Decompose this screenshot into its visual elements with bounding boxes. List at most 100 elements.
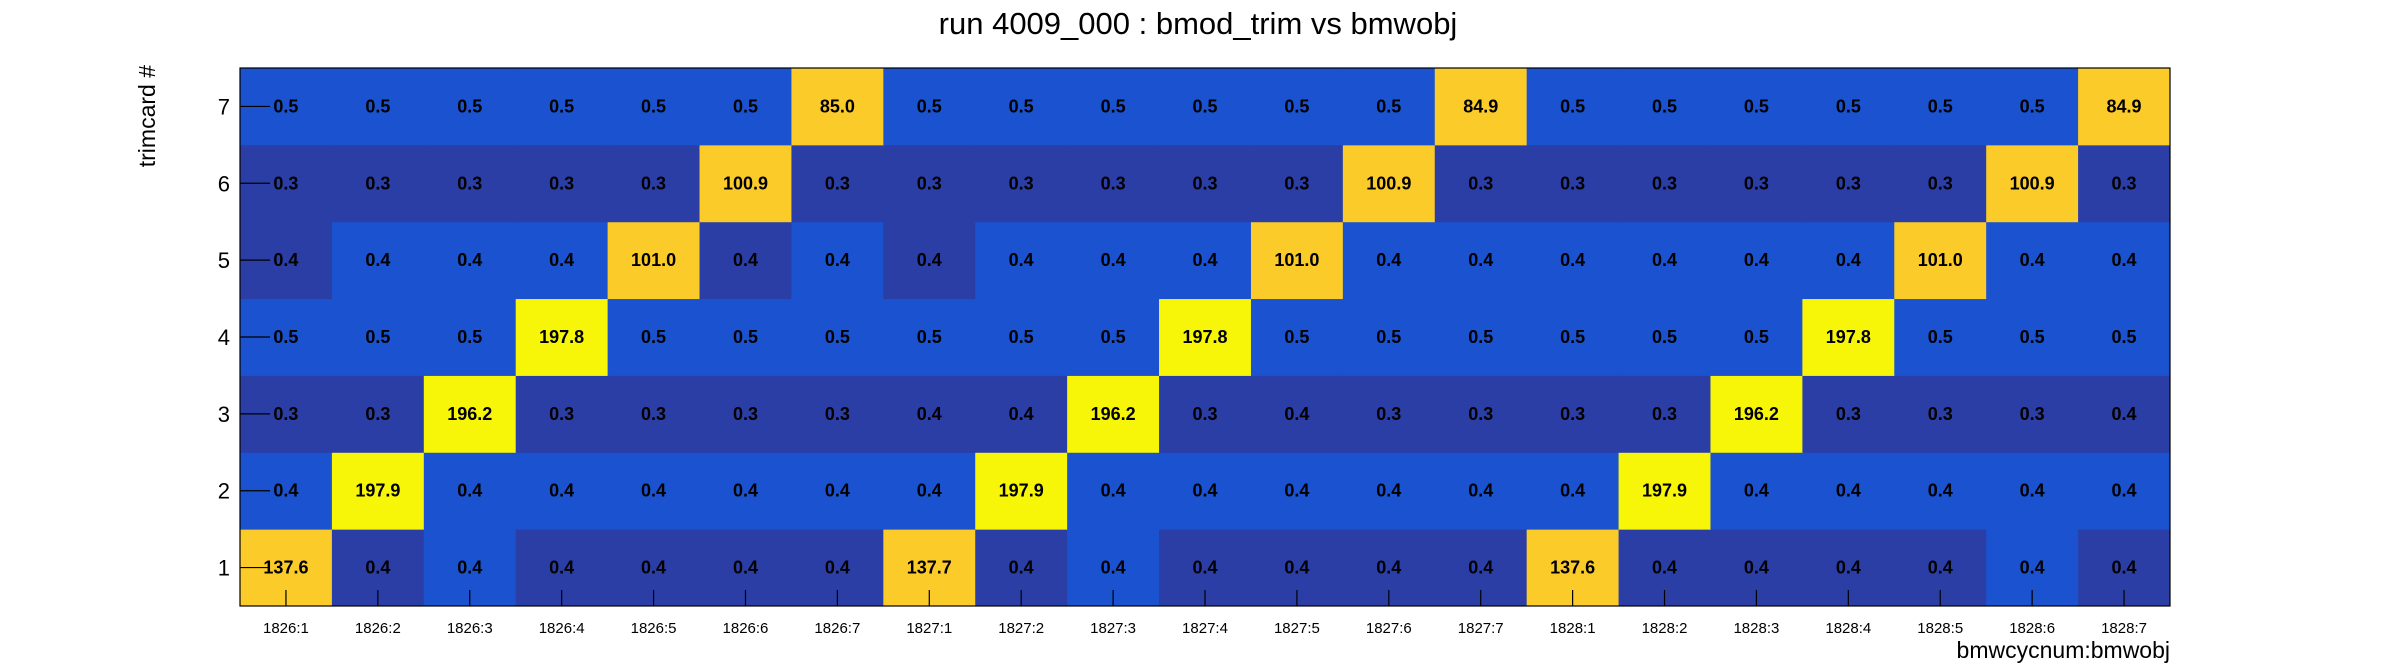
heatmap-cell xyxy=(1986,452,2079,530)
cell-value-label: 0.4 xyxy=(549,481,574,501)
x-tick-label: 1828:6 xyxy=(2009,620,2055,637)
x-tick-label: 1828:7 xyxy=(2101,620,2147,637)
cell-value-label: 0.4 xyxy=(1192,250,1217,270)
heatmap-cell xyxy=(1250,452,1344,530)
cell-value-label: 0.3 xyxy=(1009,173,1034,193)
heatmap-cell xyxy=(331,452,425,530)
cell-value-label: 0.5 xyxy=(1836,96,1861,116)
heatmap-cell xyxy=(2078,375,2171,453)
heatmap-cell xyxy=(791,375,884,453)
heatmap-cell xyxy=(699,144,792,223)
cell-value-label: 0.5 xyxy=(1009,96,1034,116)
heatmap-cell xyxy=(1618,68,1711,146)
x-tick-label: 1826:2 xyxy=(355,620,401,637)
heatmap-cell xyxy=(1802,375,1895,453)
cell-value-label: 0.5 xyxy=(1101,327,1126,347)
x-tick-label: 1828:5 xyxy=(1917,620,1963,637)
cell-value-label: 0.5 xyxy=(825,327,850,347)
cell-value-label: 197.9 xyxy=(355,481,400,501)
cell-value-label: 0.4 xyxy=(1836,481,1861,501)
heatmap-cell xyxy=(331,68,425,146)
x-tick-label: 1828:3 xyxy=(1733,620,1779,637)
cell-value-label: 0.3 xyxy=(1836,173,1861,193)
heatmap-cell xyxy=(1434,221,1528,300)
cell-value-label: 197.9 xyxy=(999,481,1044,501)
heatmap-cell xyxy=(1802,298,1895,376)
cell-value-label: 100.9 xyxy=(2010,173,2055,193)
heatmap-cell xyxy=(1067,298,1160,376)
cell-value-label: 0.4 xyxy=(1836,558,1861,578)
heatmap-cell xyxy=(515,452,609,530)
cell-value-label: 196.2 xyxy=(1734,404,1779,424)
cell-value-label: 0.3 xyxy=(2112,173,2137,193)
cell-value-label: 0.3 xyxy=(549,404,574,424)
cell-value-label: 0.5 xyxy=(1376,327,1401,347)
cell-value-label: 197.8 xyxy=(539,327,584,347)
cell-value-label: 0.4 xyxy=(733,250,758,270)
x-tick-label: 1827:5 xyxy=(1274,620,1320,637)
cell-value-label: 0.3 xyxy=(825,404,850,424)
heatmap-cell xyxy=(975,221,1068,300)
heatmap-cell xyxy=(1986,144,2079,223)
x-tick-label: 1827:2 xyxy=(998,620,1044,637)
chart-title: run 4009_000 : bmod_trim vs bmwobj xyxy=(939,6,1458,41)
heatmap-cell xyxy=(1159,452,1252,530)
heatmap-cell xyxy=(331,144,425,223)
cell-value-label: 0.4 xyxy=(1468,481,1493,501)
cell-value-label: 0.5 xyxy=(1928,327,1953,347)
heatmap-cell xyxy=(607,298,701,376)
cell-value-label: 0.3 xyxy=(1928,173,1953,193)
cell-value-label: 197.8 xyxy=(1826,327,1871,347)
cell-value-label: 0.3 xyxy=(549,173,574,193)
cell-value-label: 0.4 xyxy=(2020,250,2045,270)
cell-value-label: 0.4 xyxy=(1101,558,1126,578)
heatmap-cell-labels: 137.6 0.4 0.4 0.4 0.4 0.4 0.4 137.7 0.4 0.4 0.4 0.4… xyxy=(263,96,2141,577)
heatmap-cell xyxy=(1067,144,1160,223)
heatmap-cell xyxy=(1894,298,1987,376)
cell-value-label: 0.5 xyxy=(1192,96,1217,116)
cell-value-label: 0.4 xyxy=(1652,250,1677,270)
cell-value-label: 101.0 xyxy=(631,250,676,270)
heatmap-cell xyxy=(1434,144,1528,223)
heatmap-cell xyxy=(2078,452,2171,530)
cell-value-label: 0.4 xyxy=(549,250,574,270)
cell-value-label: 0.4 xyxy=(1284,558,1309,578)
x-tick-label: 1827:3 xyxy=(1090,620,1136,637)
heatmap-cell xyxy=(1710,221,1803,300)
heatmap-cell xyxy=(1618,452,1711,530)
cell-value-label: 0.3 xyxy=(641,173,666,193)
cell-value-label: 100.9 xyxy=(723,173,768,193)
cell-value-label: 0.4 xyxy=(2020,558,2045,578)
cell-value-label: 0.4 xyxy=(1192,558,1217,578)
cell-value-label: 137.7 xyxy=(907,558,952,578)
cell-value-label: 0.5 xyxy=(457,96,482,116)
cell-value-label: 0.4 xyxy=(549,558,574,578)
cell-value-label: 0.5 xyxy=(1284,327,1309,347)
heatmap-cell xyxy=(699,452,792,530)
y-tick-label: 7 xyxy=(218,94,230,119)
cell-value-label: 101.0 xyxy=(1274,250,1319,270)
cell-value-label: 100.9 xyxy=(1366,173,1411,193)
cell-value-label: 0.5 xyxy=(1744,327,1769,347)
cell-value-label: 0.4 xyxy=(917,481,942,501)
heatmap-cell xyxy=(2078,144,2171,223)
heatmap-cell xyxy=(1986,221,2079,300)
cell-value-label: 0.4 xyxy=(273,250,298,270)
x-tick-label: 1826:6 xyxy=(723,620,769,637)
cell-value-label: 0.4 xyxy=(2112,250,2137,270)
x-axis-ticks: 1826:1 1826:2 1826:3 1826:4 1826:5 1826:6 1826… xyxy=(263,590,2147,637)
cell-value-label: 197.8 xyxy=(1182,327,1227,347)
heatmap-cell xyxy=(1802,452,1895,530)
heatmap-cell xyxy=(699,298,792,376)
y-axis-ticks: 1 2 3 4 5 6 7 xyxy=(218,94,270,581)
cell-value-label: 0.5 xyxy=(1744,96,1769,116)
heatmap-cell xyxy=(607,144,701,223)
cell-value-label: 0.3 xyxy=(1652,173,1677,193)
cell-value-label: 84.9 xyxy=(2107,96,2142,116)
heatmap-cell xyxy=(1342,298,1436,376)
heatmap-cell xyxy=(1710,452,1803,530)
heatmap-cell xyxy=(1894,221,1987,300)
cell-value-label: 0.4 xyxy=(1376,481,1401,501)
cell-value-label: 0.4 xyxy=(641,481,666,501)
